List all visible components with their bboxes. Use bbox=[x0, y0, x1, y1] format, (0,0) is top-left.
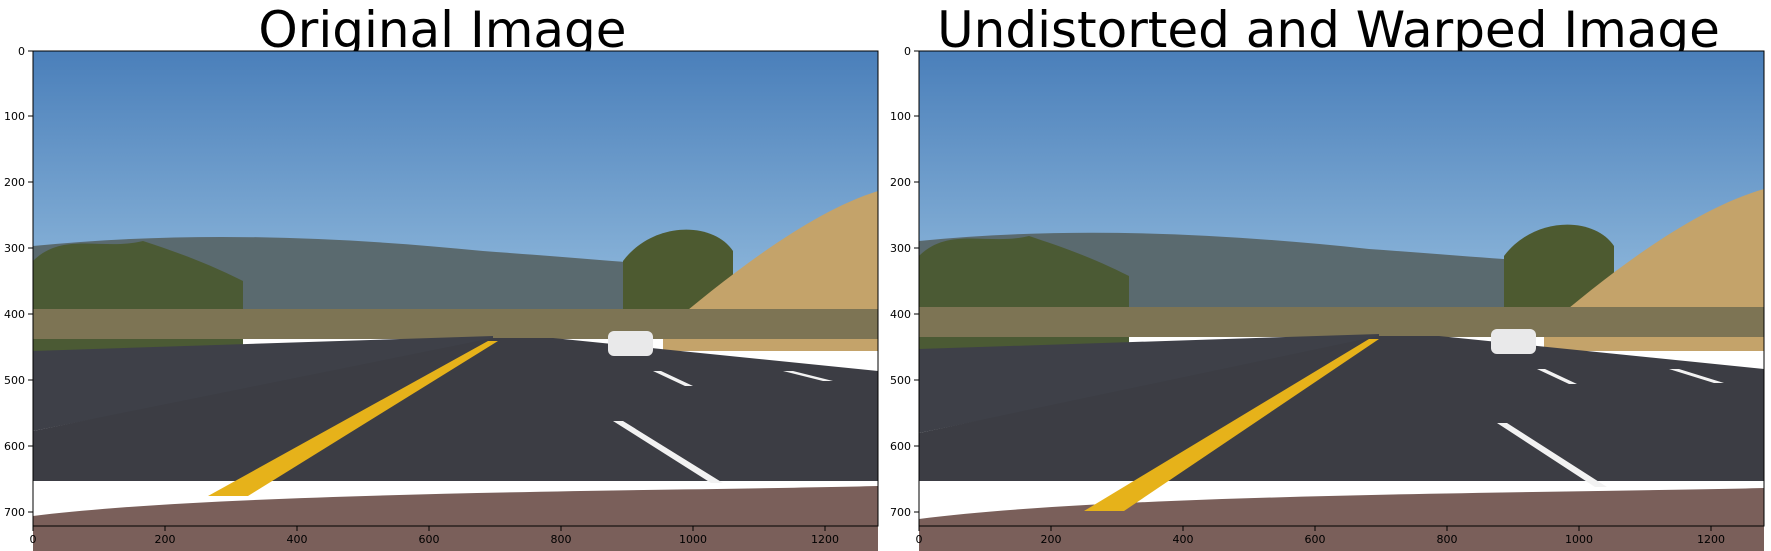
x-tick-label: 1200 bbox=[1697, 533, 1725, 546]
x-tick-label: 200 bbox=[155, 533, 176, 546]
y-tick-label: 700 bbox=[4, 506, 25, 519]
undistorted-image bbox=[919, 51, 1764, 551]
x-tick-label: 200 bbox=[1041, 533, 1062, 546]
road bbox=[919, 336, 1764, 481]
y-tick-label: 0 bbox=[18, 45, 25, 58]
x-tick-label: 600 bbox=[1305, 533, 1326, 546]
x-tick-label: 400 bbox=[1173, 533, 1194, 546]
y-tick-label: 600 bbox=[4, 440, 25, 453]
y-tick-label: 100 bbox=[4, 110, 25, 123]
panel-title: Undistorted and Warped Image bbox=[937, 1, 1720, 59]
x-ticks: 0 200 400 600 800 1000 1200 bbox=[30, 526, 839, 546]
white-car bbox=[608, 331, 653, 356]
white-car bbox=[1491, 329, 1536, 354]
yellow-lane-line bbox=[1084, 339, 1379, 511]
yellow-lane-line bbox=[208, 341, 498, 496]
y-tick-label: 100 bbox=[890, 110, 911, 123]
barrier-wall bbox=[919, 334, 1379, 433]
panel-original: Original Image 0 100 200 300 400 bbox=[0, 0, 885, 551]
y-tick-label: 200 bbox=[4, 176, 25, 189]
ground-strip bbox=[919, 307, 1764, 337]
original-image bbox=[33, 51, 878, 551]
y-tick-label: 600 bbox=[890, 440, 911, 453]
y-tick-label: 0 bbox=[904, 45, 911, 58]
axes-overlay: 0 100 200 300 400 500 600 700 0 200 400 … bbox=[4, 45, 879, 546]
x-tick-label: 400 bbox=[287, 533, 308, 546]
panel-title: Original Image bbox=[258, 1, 627, 59]
barrier-wall bbox=[33, 336, 493, 431]
white-lane-dash bbox=[653, 371, 693, 386]
white-lane-dash bbox=[1669, 369, 1724, 383]
x-tick-label: 0 bbox=[916, 533, 923, 546]
y-tick-label: 700 bbox=[890, 506, 911, 519]
y-tick-label: 500 bbox=[890, 374, 911, 387]
panel-undistorted: Undistorted and Warped Image 0 100 200 3… bbox=[886, 0, 1771, 551]
y-tick-label: 200 bbox=[890, 176, 911, 189]
x-tick-label: 0 bbox=[30, 533, 37, 546]
white-lane-dash bbox=[613, 421, 723, 483]
white-lane-dash bbox=[1497, 423, 1607, 487]
x-tick-label: 1000 bbox=[1565, 533, 1593, 546]
ground-strip bbox=[33, 309, 878, 339]
axes-frame bbox=[918, 50, 1765, 527]
x-tick-label: 1000 bbox=[679, 533, 707, 546]
x-tick-label: 600 bbox=[419, 533, 440, 546]
hood bbox=[33, 486, 878, 551]
white-lane-dash bbox=[783, 371, 833, 381]
x-tick-label: 800 bbox=[551, 533, 572, 546]
axes-frame bbox=[32, 50, 879, 527]
y-tick-label: 500 bbox=[4, 374, 25, 387]
white-lane-dash bbox=[1537, 369, 1577, 384]
y-ticks: 0 100 200 300 400 500 600 700 bbox=[4, 45, 33, 519]
y-ticks: 0 100 200 300 400 500 600 700 bbox=[890, 45, 919, 519]
y-tick-label: 400 bbox=[4, 308, 25, 321]
x-tick-label: 1200 bbox=[811, 533, 839, 546]
y-tick-label: 300 bbox=[4, 242, 25, 255]
y-tick-label: 400 bbox=[890, 308, 911, 321]
y-tick-label: 300 bbox=[890, 242, 911, 255]
axes-overlay: 0 100 200 300 400 500 600 700 0 200 400 … bbox=[890, 45, 1765, 546]
x-tick-label: 800 bbox=[1437, 533, 1458, 546]
x-ticks: 0 200 400 600 800 1000 1200 bbox=[916, 526, 1725, 546]
